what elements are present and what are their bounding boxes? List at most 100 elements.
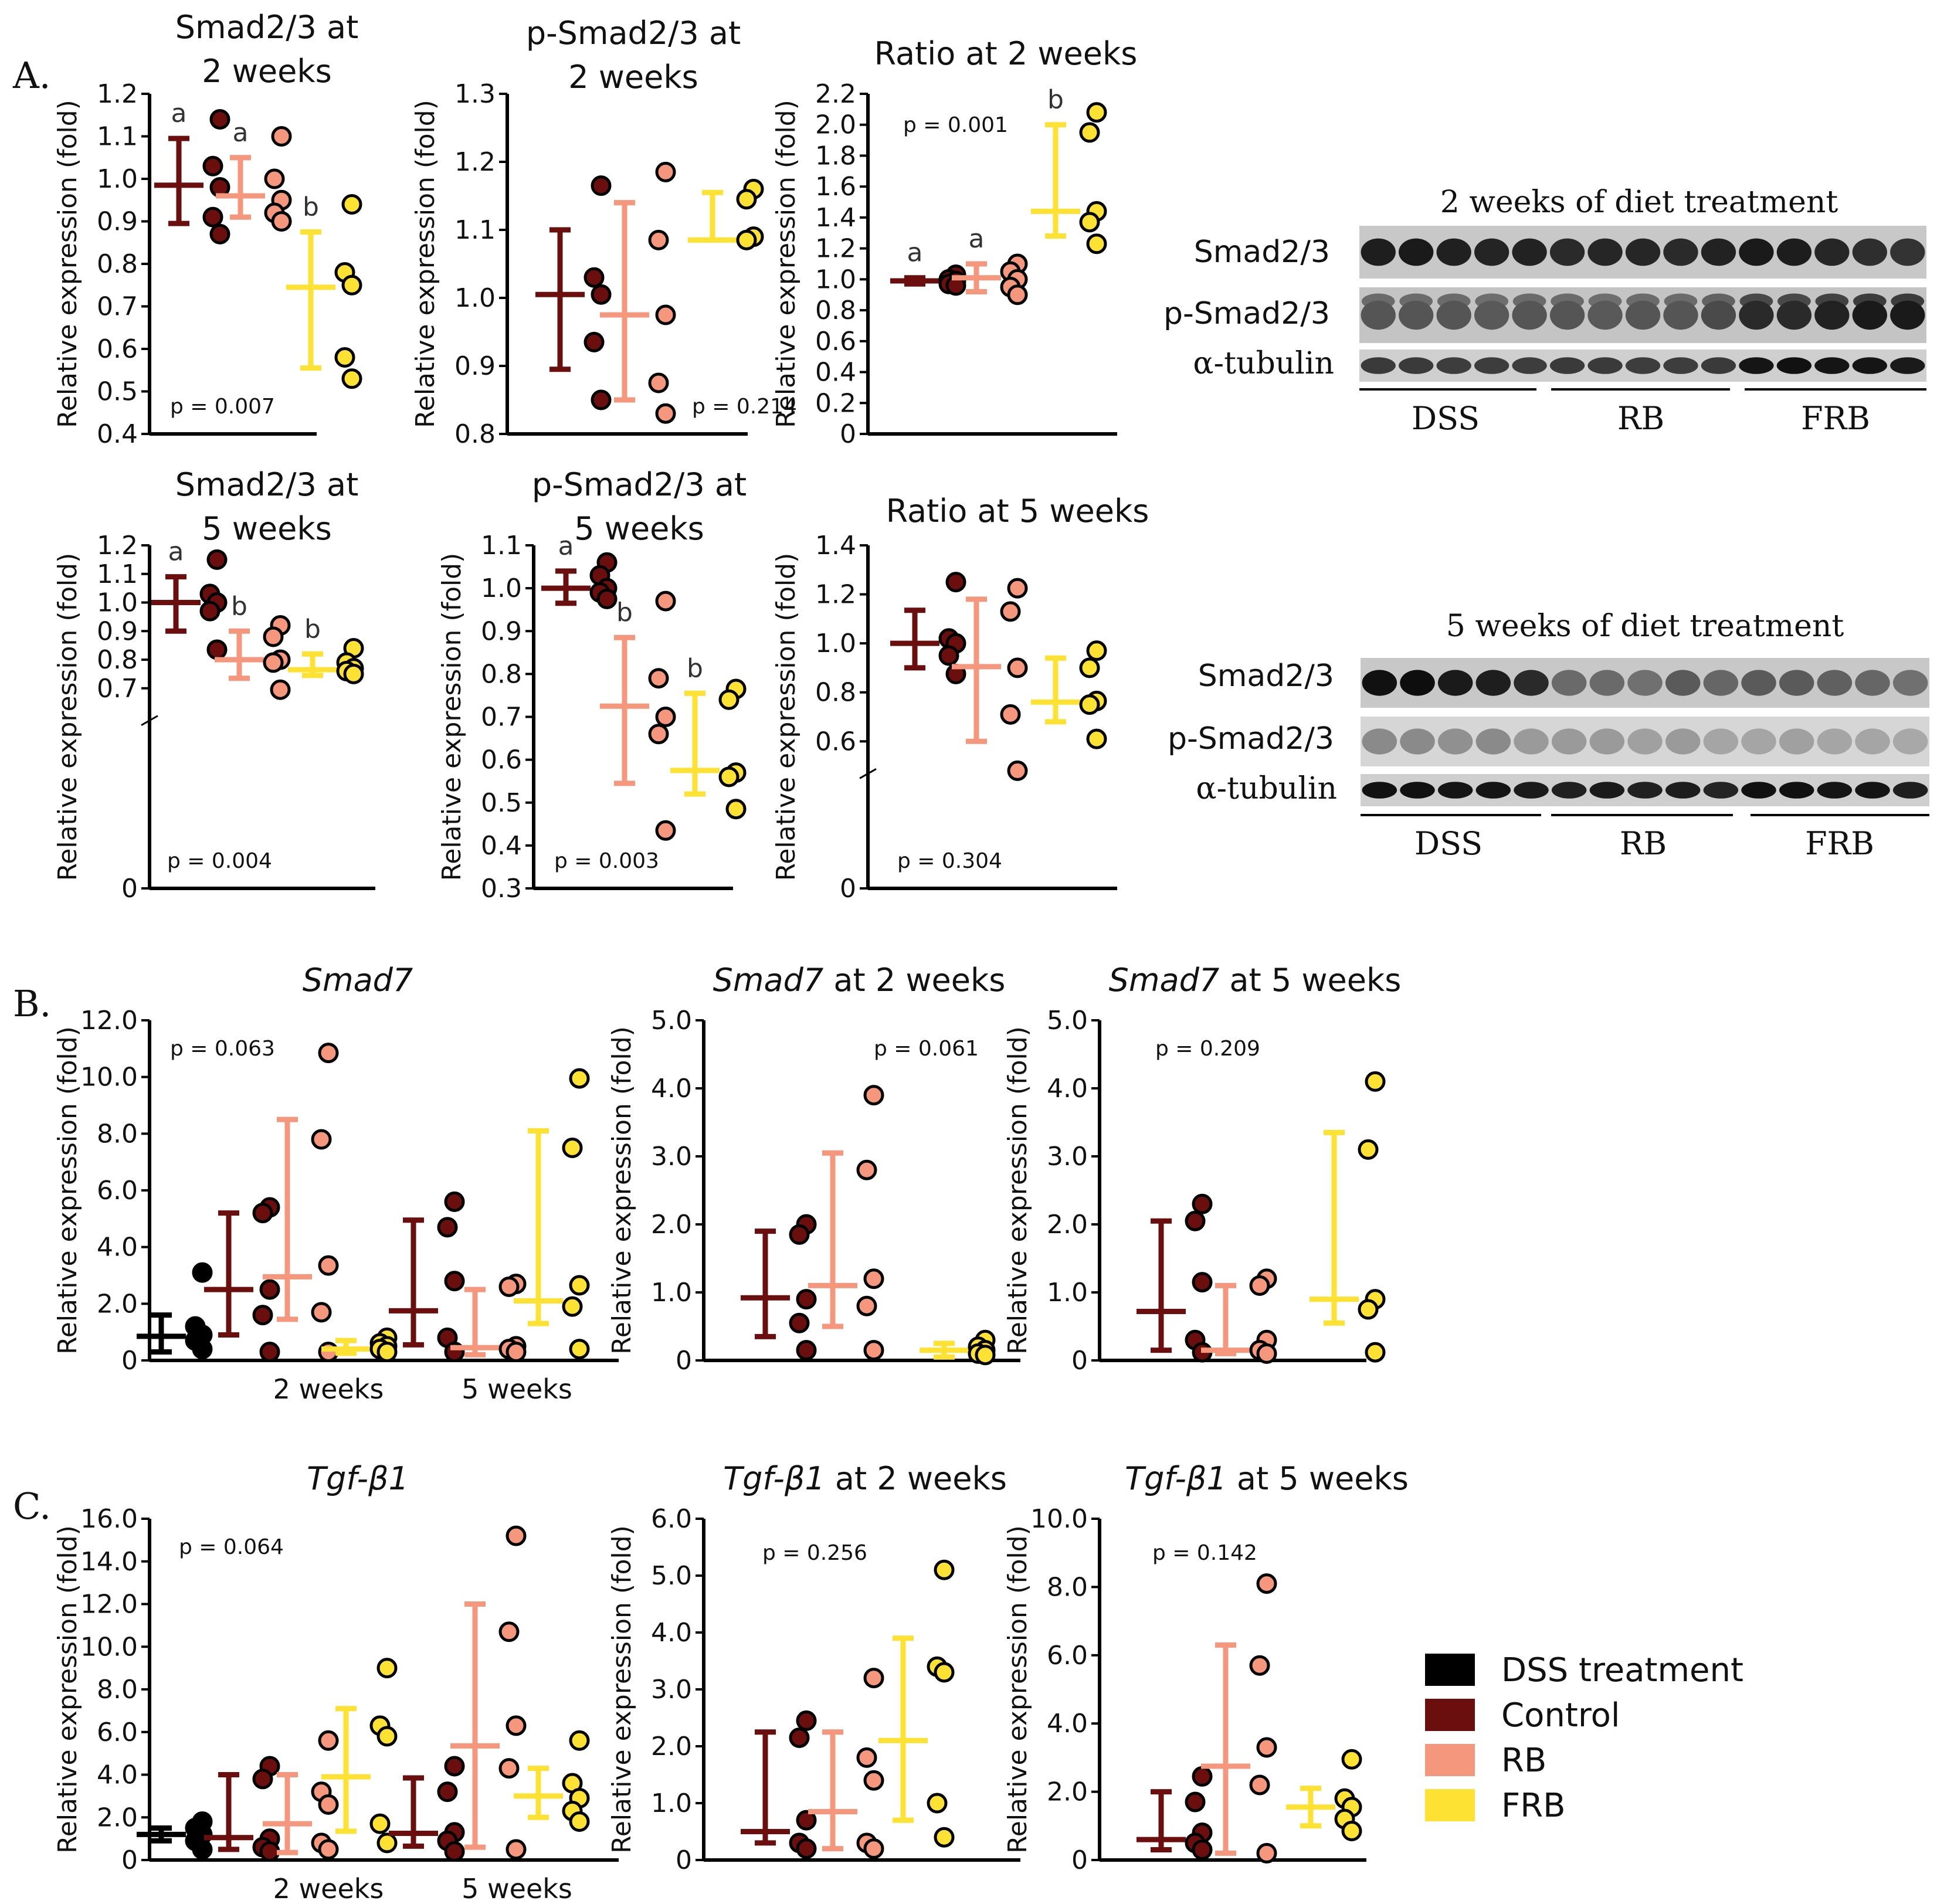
data-point	[1079, 212, 1100, 233]
chart-title: p-Smad2/3 at	[532, 466, 747, 503]
data-point	[318, 1839, 339, 1860]
chart-tgfb1: Tgf-β1 0 2.0 4.0 6.0 8.0 10.0 12.0 14.0 16.0Relat…	[53, 1460, 619, 1904]
y-tick-label: 14.0	[80, 1547, 138, 1577]
series-dss-treatment	[137, 1811, 213, 1860]
blot-band	[1551, 670, 1587, 696]
blot-band	[1739, 238, 1774, 266]
data-point	[1192, 1193, 1213, 1214]
y-tick-label: 0.6	[815, 327, 856, 357]
data-point	[863, 1770, 884, 1791]
data-point	[1007, 578, 1028, 599]
blot-group-label: DSS	[1414, 825, 1483, 862]
blot-band	[1474, 357, 1509, 374]
blot-band	[1890, 300, 1925, 330]
series-frb: b	[288, 614, 364, 684]
blot-band	[1701, 357, 1736, 374]
blot-row-label: p-Smad2/3	[1163, 296, 1330, 331]
blot-group-label: DSS	[1412, 400, 1480, 437]
data-point	[591, 175, 612, 196]
series-control	[1137, 1193, 1213, 1363]
blot-band	[1741, 782, 1776, 799]
series-rb	[263, 1730, 339, 1860]
y-tick-label: 0.3	[481, 874, 522, 904]
chart-title-italic: Tgf-β1	[1125, 1460, 1227, 1497]
blot-group-label: FRB	[1801, 400, 1870, 437]
series-rb	[450, 1525, 527, 1860]
y-tick-label: 3.0	[651, 1675, 692, 1705]
chart-title: Smad7 at 2 weeks	[713, 962, 1006, 999]
blot-band	[1551, 782, 1587, 799]
significance-letter: b	[687, 653, 703, 683]
chart-title: Smad2/3 at	[175, 466, 359, 503]
y-tick-label: 8.0	[97, 1675, 138, 1705]
y-tick-label: 2.0	[97, 1803, 138, 1832]
data-point	[934, 1662, 955, 1683]
y-tick-label: 0	[121, 1845, 138, 1875]
data-point	[863, 1838, 884, 1859]
blot-band	[1475, 670, 1511, 696]
series-rb	[1201, 1573, 1277, 1864]
data-point	[341, 368, 362, 389]
chart-smad7-2wk: Smad7 at 2 weeks 0 1.0 2.0 3.0 4.0 5.0 Relative…	[607, 962, 1020, 1376]
y-tick-label: 0	[676, 1346, 692, 1376]
y-tick-label: 1.8	[815, 141, 856, 171]
blot-band	[1892, 670, 1928, 696]
blot-band	[1436, 357, 1471, 374]
y-tick-label: 0.8	[815, 678, 856, 708]
panel-label-c: C.	[13, 1485, 51, 1528]
significance-letter: a	[558, 531, 574, 561]
blot-band	[1701, 300, 1736, 330]
data-point	[1249, 1275, 1270, 1296]
data-point	[934, 1559, 955, 1580]
data-point	[263, 626, 284, 647]
blot-band	[1514, 728, 1549, 755]
data-point	[259, 1841, 280, 1862]
blot-band	[1890, 238, 1925, 266]
blot-band	[1437, 782, 1473, 799]
blot-band	[1587, 238, 1623, 266]
data-point	[938, 645, 959, 666]
data-point	[271, 211, 292, 232]
chart-title: p-Smad2/3 at	[526, 15, 741, 52]
data-point	[506, 1715, 527, 1736]
series-rb	[600, 161, 676, 424]
data-point	[1185, 1791, 1206, 1813]
chart-title: Tgf-β1 at 5 weeks	[1125, 1460, 1409, 1497]
blot-band	[1777, 293, 1811, 310]
data-point	[1341, 1821, 1362, 1842]
y-tick-label: 1.0	[97, 164, 138, 194]
significance-letter: a	[907, 238, 923, 268]
data-point	[569, 1811, 590, 1832]
data-point	[1256, 1842, 1277, 1864]
chart-smad7-5wk: Smad7 at 5 weeks 0 1.0 2.0 3.0 4.0 5.0 Relative…	[1003, 962, 1401, 1376]
y-axis-label: Relative expression (fold)	[607, 1525, 637, 1854]
y-tick-label: 4.0	[97, 1233, 138, 1262]
data-point	[1249, 1655, 1270, 1676]
blot-band	[1665, 670, 1701, 696]
series-frb	[688, 178, 764, 250]
chart-title-rest: at 2 weeks	[825, 1460, 1007, 1497]
legend-swatch-frb	[1425, 1789, 1475, 1821]
y-tick-label: 0.8	[815, 296, 856, 325]
y-tick-label: 10.0	[80, 1632, 138, 1662]
blot-band	[1701, 238, 1736, 266]
series-frb	[321, 1327, 398, 1362]
blot-band	[1549, 357, 1585, 374]
chart-title: 5 weeks	[574, 510, 704, 547]
blot-band	[1703, 728, 1739, 755]
blot-band	[1739, 293, 1773, 310]
data-point	[789, 1727, 810, 1748]
chart-title-italic: Smad7	[713, 962, 824, 999]
data-point	[318, 1730, 339, 1751]
data-point	[1007, 760, 1028, 781]
data-point	[444, 1271, 465, 1292]
data-point	[796, 1289, 817, 1310]
y-tick-label: 6.0	[651, 1504, 692, 1534]
blot-band	[1512, 300, 1547, 330]
blot-band	[1400, 782, 1435, 799]
data-point	[1341, 1749, 1362, 1770]
data-point	[437, 1781, 458, 1803]
series-rb: b	[215, 591, 291, 700]
chart-title: Ratio at 5 weeks	[886, 493, 1149, 530]
